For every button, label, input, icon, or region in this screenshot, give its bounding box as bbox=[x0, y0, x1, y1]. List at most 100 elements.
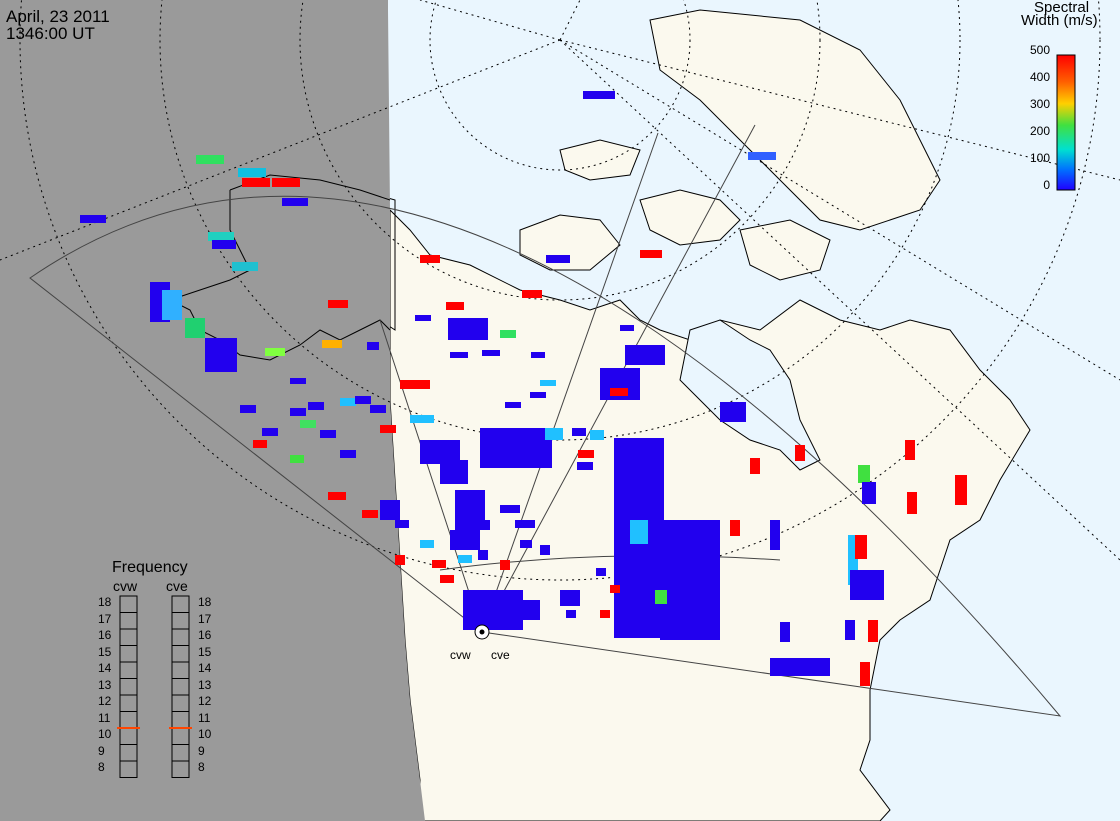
echo-cell bbox=[380, 425, 396, 433]
echo-cell bbox=[450, 352, 468, 358]
colorbar-tick: 300 bbox=[1029, 97, 1050, 111]
echo-cell bbox=[355, 396, 371, 404]
echo-cell bbox=[505, 402, 521, 408]
echo-cell bbox=[420, 255, 440, 263]
echo-cell bbox=[238, 168, 266, 177]
echo-cell bbox=[625, 345, 665, 365]
date-label: April, 23 2011 bbox=[6, 7, 110, 26]
frequency-scale-left: 17 bbox=[98, 611, 112, 626]
frequency-scale-left: 9 bbox=[98, 743, 105, 758]
echo-cell bbox=[290, 378, 306, 384]
echo-cell bbox=[750, 458, 760, 474]
frequency-radar-name: cvw bbox=[113, 578, 138, 594]
frequency-scale-left: 18 bbox=[98, 595, 112, 609]
echo-cell bbox=[400, 380, 430, 389]
echo-cell bbox=[282, 198, 308, 206]
frequency-cell bbox=[119, 760, 138, 778]
echo-cell bbox=[530, 392, 546, 398]
frequency-scale-right: 12 bbox=[198, 694, 212, 708]
echo-cell bbox=[720, 402, 746, 422]
echo-cell bbox=[660, 520, 720, 640]
echo-cell bbox=[272, 178, 300, 187]
echo-cell bbox=[290, 408, 306, 416]
echo-cell bbox=[560, 590, 580, 606]
frequency-scale-left: 16 bbox=[98, 628, 112, 642]
frequency-scale-left: 15 bbox=[98, 644, 112, 659]
echo-cell bbox=[340, 450, 356, 458]
echo-cell bbox=[795, 445, 805, 461]
echo-cell bbox=[420, 540, 434, 548]
echo-cell bbox=[322, 340, 342, 348]
echo-cell bbox=[380, 500, 400, 520]
echo-cell bbox=[858, 465, 870, 483]
echo-cell bbox=[955, 475, 967, 505]
echo-cell bbox=[367, 342, 379, 350]
echo-cell bbox=[577, 462, 593, 470]
echo-cell bbox=[905, 440, 915, 460]
echo-cell bbox=[308, 402, 324, 410]
frequency-scale-right: 10 bbox=[198, 727, 212, 741]
echo-cell bbox=[620, 325, 634, 331]
hudson-bay bbox=[679, 319, 821, 471]
frequency-scale-left: 14 bbox=[98, 661, 112, 675]
frequency-scale-left: 11 bbox=[98, 710, 111, 725]
echo-cell bbox=[370, 405, 386, 413]
echo-cell bbox=[546, 255, 570, 263]
landmass-greenland bbox=[649, 9, 941, 231]
frequency-cell bbox=[171, 760, 190, 778]
frequency-scale-right: 9 bbox=[198, 743, 205, 758]
arctic-island-2 bbox=[639, 189, 741, 246]
echo-cell bbox=[362, 510, 378, 518]
echo-cell bbox=[540, 545, 550, 555]
echo-cell bbox=[566, 610, 576, 618]
echo-cell bbox=[907, 492, 917, 514]
echo-cell bbox=[80, 215, 106, 223]
colorbar-tick: 500 bbox=[1029, 43, 1050, 57]
echo-cell bbox=[395, 555, 405, 565]
echo-cell bbox=[232, 262, 258, 271]
frequency-scale-right: 17 bbox=[198, 611, 212, 626]
echo-cell bbox=[531, 352, 545, 358]
echo-cell bbox=[500, 560, 510, 570]
echo-cell bbox=[748, 152, 776, 160]
echo-cell bbox=[212, 240, 236, 249]
colorbar-tick: 400 bbox=[1029, 70, 1050, 84]
colorbar-tick: 200 bbox=[1029, 124, 1050, 138]
frequency-scale-left: 8 bbox=[98, 760, 105, 774]
echo-cell bbox=[410, 415, 434, 423]
frequency-scale-right: 11 bbox=[198, 710, 211, 725]
radar-site-center bbox=[479, 629, 485, 635]
colorbar-tick: 0 bbox=[1043, 178, 1050, 192]
echo-cell bbox=[500, 330, 516, 338]
echo-cell bbox=[242, 178, 270, 187]
echo-cell bbox=[205, 338, 237, 372]
echo-cell bbox=[470, 520, 490, 530]
echo-cell bbox=[862, 482, 876, 504]
echo-cell bbox=[196, 155, 224, 164]
graticule bbox=[0, 0, 1120, 581]
frequency-scale-right: 14 bbox=[198, 661, 212, 675]
echo-cell bbox=[440, 460, 468, 484]
echo-cell bbox=[770, 658, 830, 676]
echo-cell bbox=[240, 405, 256, 413]
frequency-title: Frequency bbox=[112, 559, 188, 576]
echo-cell bbox=[520, 540, 532, 548]
echo-cell bbox=[432, 560, 446, 568]
frequency-scale-right: 18 bbox=[198, 595, 212, 609]
frequency-scale-right: 13 bbox=[198, 677, 212, 692]
echo-cell bbox=[450, 530, 480, 550]
echo-cell bbox=[340, 398, 356, 406]
echo-cell bbox=[328, 492, 346, 500]
arctic-island-1 bbox=[519, 214, 621, 271]
echo-cell bbox=[208, 232, 234, 241]
echo-cell bbox=[860, 662, 870, 686]
frequency-scale-right: 15 bbox=[198, 644, 212, 659]
echo-cell bbox=[640, 250, 662, 258]
echo-cell bbox=[185, 318, 205, 338]
echo-cell bbox=[440, 575, 454, 583]
echo-cell bbox=[848, 535, 858, 585]
colorbar-tick: 100 bbox=[1029, 151, 1050, 165]
echo-cell bbox=[572, 428, 586, 436]
echo-cell bbox=[850, 570, 884, 600]
